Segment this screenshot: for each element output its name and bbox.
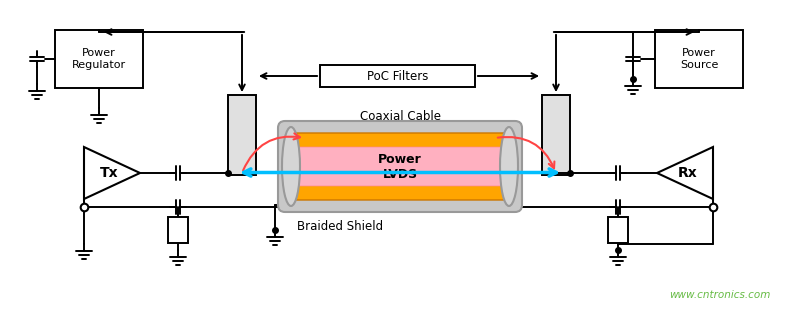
Text: Braided Shield: Braided Shield bbox=[297, 220, 383, 233]
Text: Power
Source: Power Source bbox=[680, 48, 718, 70]
Bar bbox=[228, 95, 256, 175]
FancyBboxPatch shape bbox=[289, 147, 511, 186]
Ellipse shape bbox=[282, 127, 300, 206]
Bar bbox=[608, 217, 628, 243]
Polygon shape bbox=[84, 147, 140, 199]
FancyBboxPatch shape bbox=[287, 133, 513, 200]
Text: Power
Regulator: Power Regulator bbox=[72, 48, 126, 70]
Polygon shape bbox=[657, 147, 713, 199]
Text: Coaxial Cable: Coaxial Cable bbox=[360, 109, 440, 122]
Text: Power: Power bbox=[378, 153, 422, 166]
Text: Rx: Rx bbox=[678, 166, 698, 180]
Bar bbox=[55, 30, 143, 88]
Bar bbox=[168, 217, 188, 243]
Bar bbox=[655, 30, 743, 88]
Text: www.cntronics.com: www.cntronics.com bbox=[669, 290, 771, 300]
Bar bbox=[542, 95, 570, 175]
Bar bbox=[320, 65, 475, 87]
Text: PoC Filters: PoC Filters bbox=[367, 69, 428, 82]
Ellipse shape bbox=[500, 127, 518, 206]
FancyBboxPatch shape bbox=[278, 121, 522, 212]
Text: Tx: Tx bbox=[100, 166, 119, 180]
Text: LVDS: LVDS bbox=[382, 168, 418, 181]
